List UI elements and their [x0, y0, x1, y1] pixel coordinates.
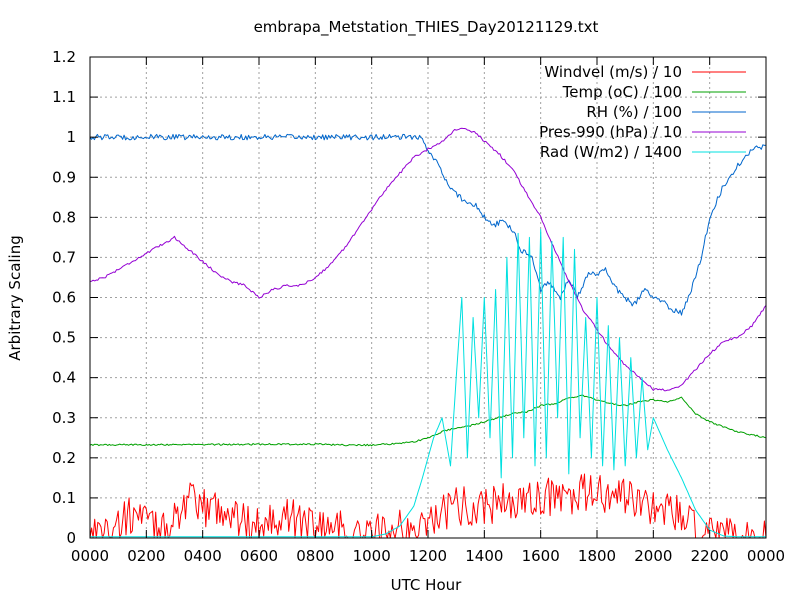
y-axis-label: Arbitrary Scaling	[6, 235, 24, 361]
y-tick-label: 1.1	[52, 88, 76, 106]
x-tick-label: 0600	[240, 547, 278, 565]
y-tick-label: 0.2	[52, 449, 76, 467]
x-tick-label: 1600	[522, 547, 560, 565]
x-tick-label: 0800	[296, 547, 334, 565]
legend-label: Pres-990 (hPa) / 10	[539, 123, 682, 141]
x-tick-label: 1000	[353, 547, 391, 565]
x-axis-label: UTC Hour	[391, 576, 462, 594]
y-tick-label: 0.6	[52, 289, 76, 307]
x-tick-label: 2200	[691, 547, 729, 565]
series-layer	[89, 127, 767, 539]
y-tick-label: 0	[66, 529, 76, 547]
series-line-1	[89, 473, 767, 539]
x-tick-label: 1400	[465, 547, 503, 565]
series-line-4	[89, 127, 767, 392]
y-tick-label: 1	[66, 128, 76, 146]
axis-ticks: 0 0.1 0.2 0.3 0.4 0.5 0.6 0.7 0.8 0.9 1 1.1 1.2 0000 0…	[52, 48, 785, 565]
legend-label: Temp (oC) / 100	[562, 83, 682, 101]
legend-label: Rad (W/m2) / 1400	[540, 143, 682, 161]
x-tick-label: 1800	[578, 547, 616, 565]
series-line-2	[89, 394, 767, 447]
y-tick-label: 0.4	[52, 369, 76, 387]
y-tick-label: 0.5	[52, 329, 76, 347]
x-tick-label: 0200	[127, 547, 165, 565]
y-tick-label: 1.2	[52, 48, 76, 66]
x-tick-label: 2000	[634, 547, 672, 565]
legend: Windvel (m/s) / 10 Temp (oC) / 100 RH (%) …	[539, 63, 746, 161]
x-tick-label: 1200	[409, 547, 447, 565]
x-tick-label: 0000	[747, 547, 785, 565]
legend-label: RH (%) / 100	[586, 103, 682, 121]
x-tick-label: 0000	[71, 547, 109, 565]
series-line-3	[89, 133, 767, 316]
chart-title: embrapa_Metstation_THIES_Day20121129.txt	[254, 18, 599, 37]
y-tick-label: 0.1	[52, 489, 76, 507]
y-tick-label: 0.8	[52, 208, 76, 226]
y-tick-label: 0.3	[52, 409, 76, 427]
y-tick-label: 0.7	[52, 248, 76, 266]
series-line-5	[90, 228, 766, 538]
x-tick-label: 0400	[184, 547, 222, 565]
legend-label: Windvel (m/s) / 10	[544, 63, 682, 81]
y-tick-label: 0.9	[52, 168, 76, 186]
